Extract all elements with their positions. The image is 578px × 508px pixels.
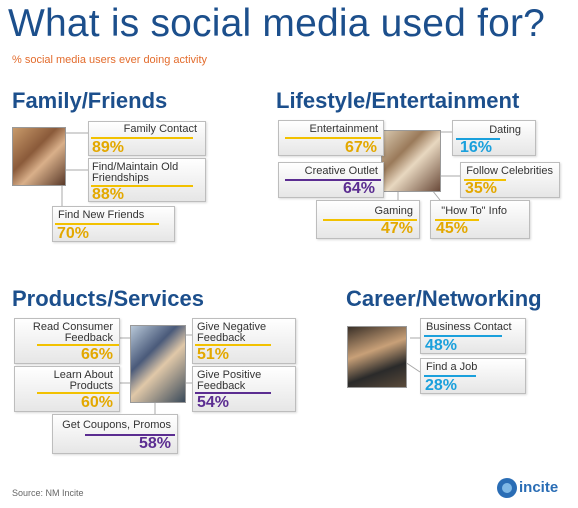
- logo-text: incite: [519, 479, 559, 496]
- card-business-contact: Business Contact 48%: [420, 318, 526, 354]
- card-value: 66%: [80, 346, 113, 363]
- card-value: 51%: [197, 346, 230, 363]
- card-follow-celebrities: Follow Celebrities 35%: [460, 162, 560, 198]
- friends-dining-photo: [381, 130, 441, 192]
- card-underline: [55, 223, 159, 225]
- card-value: 88%: [92, 186, 125, 203]
- card-underline: [195, 392, 271, 394]
- card-label: Find/Maintain Old Friendships: [92, 161, 179, 184]
- card-label: Give Positive Feedback: [197, 369, 262, 392]
- card-underline: [91, 137, 193, 139]
- card-label: Entertainment: [309, 123, 378, 135]
- chart-subtitle: % social media users ever doing activity: [12, 54, 208, 66]
- card-value: 64%: [342, 180, 375, 197]
- card-value: 47%: [380, 220, 413, 237]
- card-how-to-info: "How To" Info 45%: [430, 200, 530, 239]
- businessman-photo: [347, 326, 407, 388]
- card-label: Read Consumer Feedback: [32, 321, 113, 344]
- card-underline: [435, 219, 479, 221]
- card-label: Business Contact: [426, 321, 512, 333]
- card-entertainment: Entertainment 67%: [278, 120, 384, 156]
- card-give-negative-feedback: Give Negative Feedback 51%: [192, 318, 296, 364]
- card-underline: [285, 179, 381, 181]
- card-dating: Dating 16%: [452, 120, 536, 156]
- section-title-lifestyle-entertainment: Lifestyle/Entertainment: [276, 88, 520, 113]
- card-underline: [424, 335, 502, 337]
- card-label: Find a Job: [426, 361, 478, 373]
- card-value: 48%: [425, 337, 458, 354]
- card-learn-about-products: Learn About Products 60%: [14, 366, 120, 412]
- card-underline: [195, 344, 271, 346]
- section-title-family-friends: Family/Friends: [12, 88, 168, 113]
- card-label: Learn About Products: [53, 369, 113, 392]
- card-read-consumer-feedback: Read Consumer Feedback 66%: [14, 318, 120, 364]
- card-value: 28%: [425, 377, 458, 394]
- card-value: 60%: [80, 394, 113, 411]
- card-label: Family Contact: [123, 123, 197, 135]
- card-value: 54%: [197, 394, 230, 411]
- card-creative-outlet: Creative Outlet 64%: [278, 162, 384, 198]
- card-underline: [37, 392, 119, 394]
- card-label: Give Negative Feedback: [197, 321, 267, 344]
- card-label: Find New Friends: [58, 209, 145, 221]
- section-title-career-networking: Career/Networking: [346, 286, 542, 311]
- card-underline: [91, 185, 193, 187]
- card-label: Dating: [489, 124, 521, 136]
- card-get-coupons-promos: Get Coupons, Promos 58%: [52, 414, 178, 454]
- section-title-products-services: Products/Services: [12, 286, 204, 311]
- shopping-photo: [130, 325, 186, 403]
- card-label: Get Coupons, Promos: [62, 419, 171, 431]
- card-underline: [456, 138, 500, 140]
- family-photo: [12, 127, 66, 186]
- source-note: Source: NM Incite: [12, 488, 84, 498]
- nm-logo-icon: [497, 478, 517, 498]
- card-underline: [37, 344, 119, 346]
- card-label: Creative Outlet: [304, 165, 378, 177]
- card-underline: [285, 137, 381, 139]
- card-value: 58%: [138, 435, 171, 452]
- card-label: Gaming: [374, 205, 413, 217]
- card-find-old-friendships: Find/Maintain Old Friendships 88%: [88, 158, 206, 203]
- card-find-a-job: Find a Job 28%: [420, 358, 526, 394]
- card-gaming: Gaming 47%: [316, 200, 420, 239]
- card-family-contact: Family Contact 89%: [88, 121, 206, 156]
- card-value: 70%: [57, 225, 90, 242]
- card-give-positive-feedback: Give Positive Feedback 54%: [192, 366, 296, 412]
- card-value: 35%: [465, 180, 498, 197]
- card-find-new-friends: Find New Friends 70%: [52, 206, 175, 242]
- card-underline: [85, 434, 175, 436]
- card-value: 16%: [460, 139, 493, 156]
- page-title: What is social media used for?: [8, 2, 546, 45]
- card-label: "How To" Info: [441, 205, 507, 217]
- card-value: 45%: [436, 220, 469, 237]
- card-underline: [464, 179, 506, 181]
- card-underline: [424, 375, 476, 377]
- card-label: Follow Celebrities: [466, 165, 553, 177]
- card-underline: [323, 219, 417, 221]
- card-value: 89%: [92, 139, 125, 156]
- card-value: 67%: [344, 139, 377, 156]
